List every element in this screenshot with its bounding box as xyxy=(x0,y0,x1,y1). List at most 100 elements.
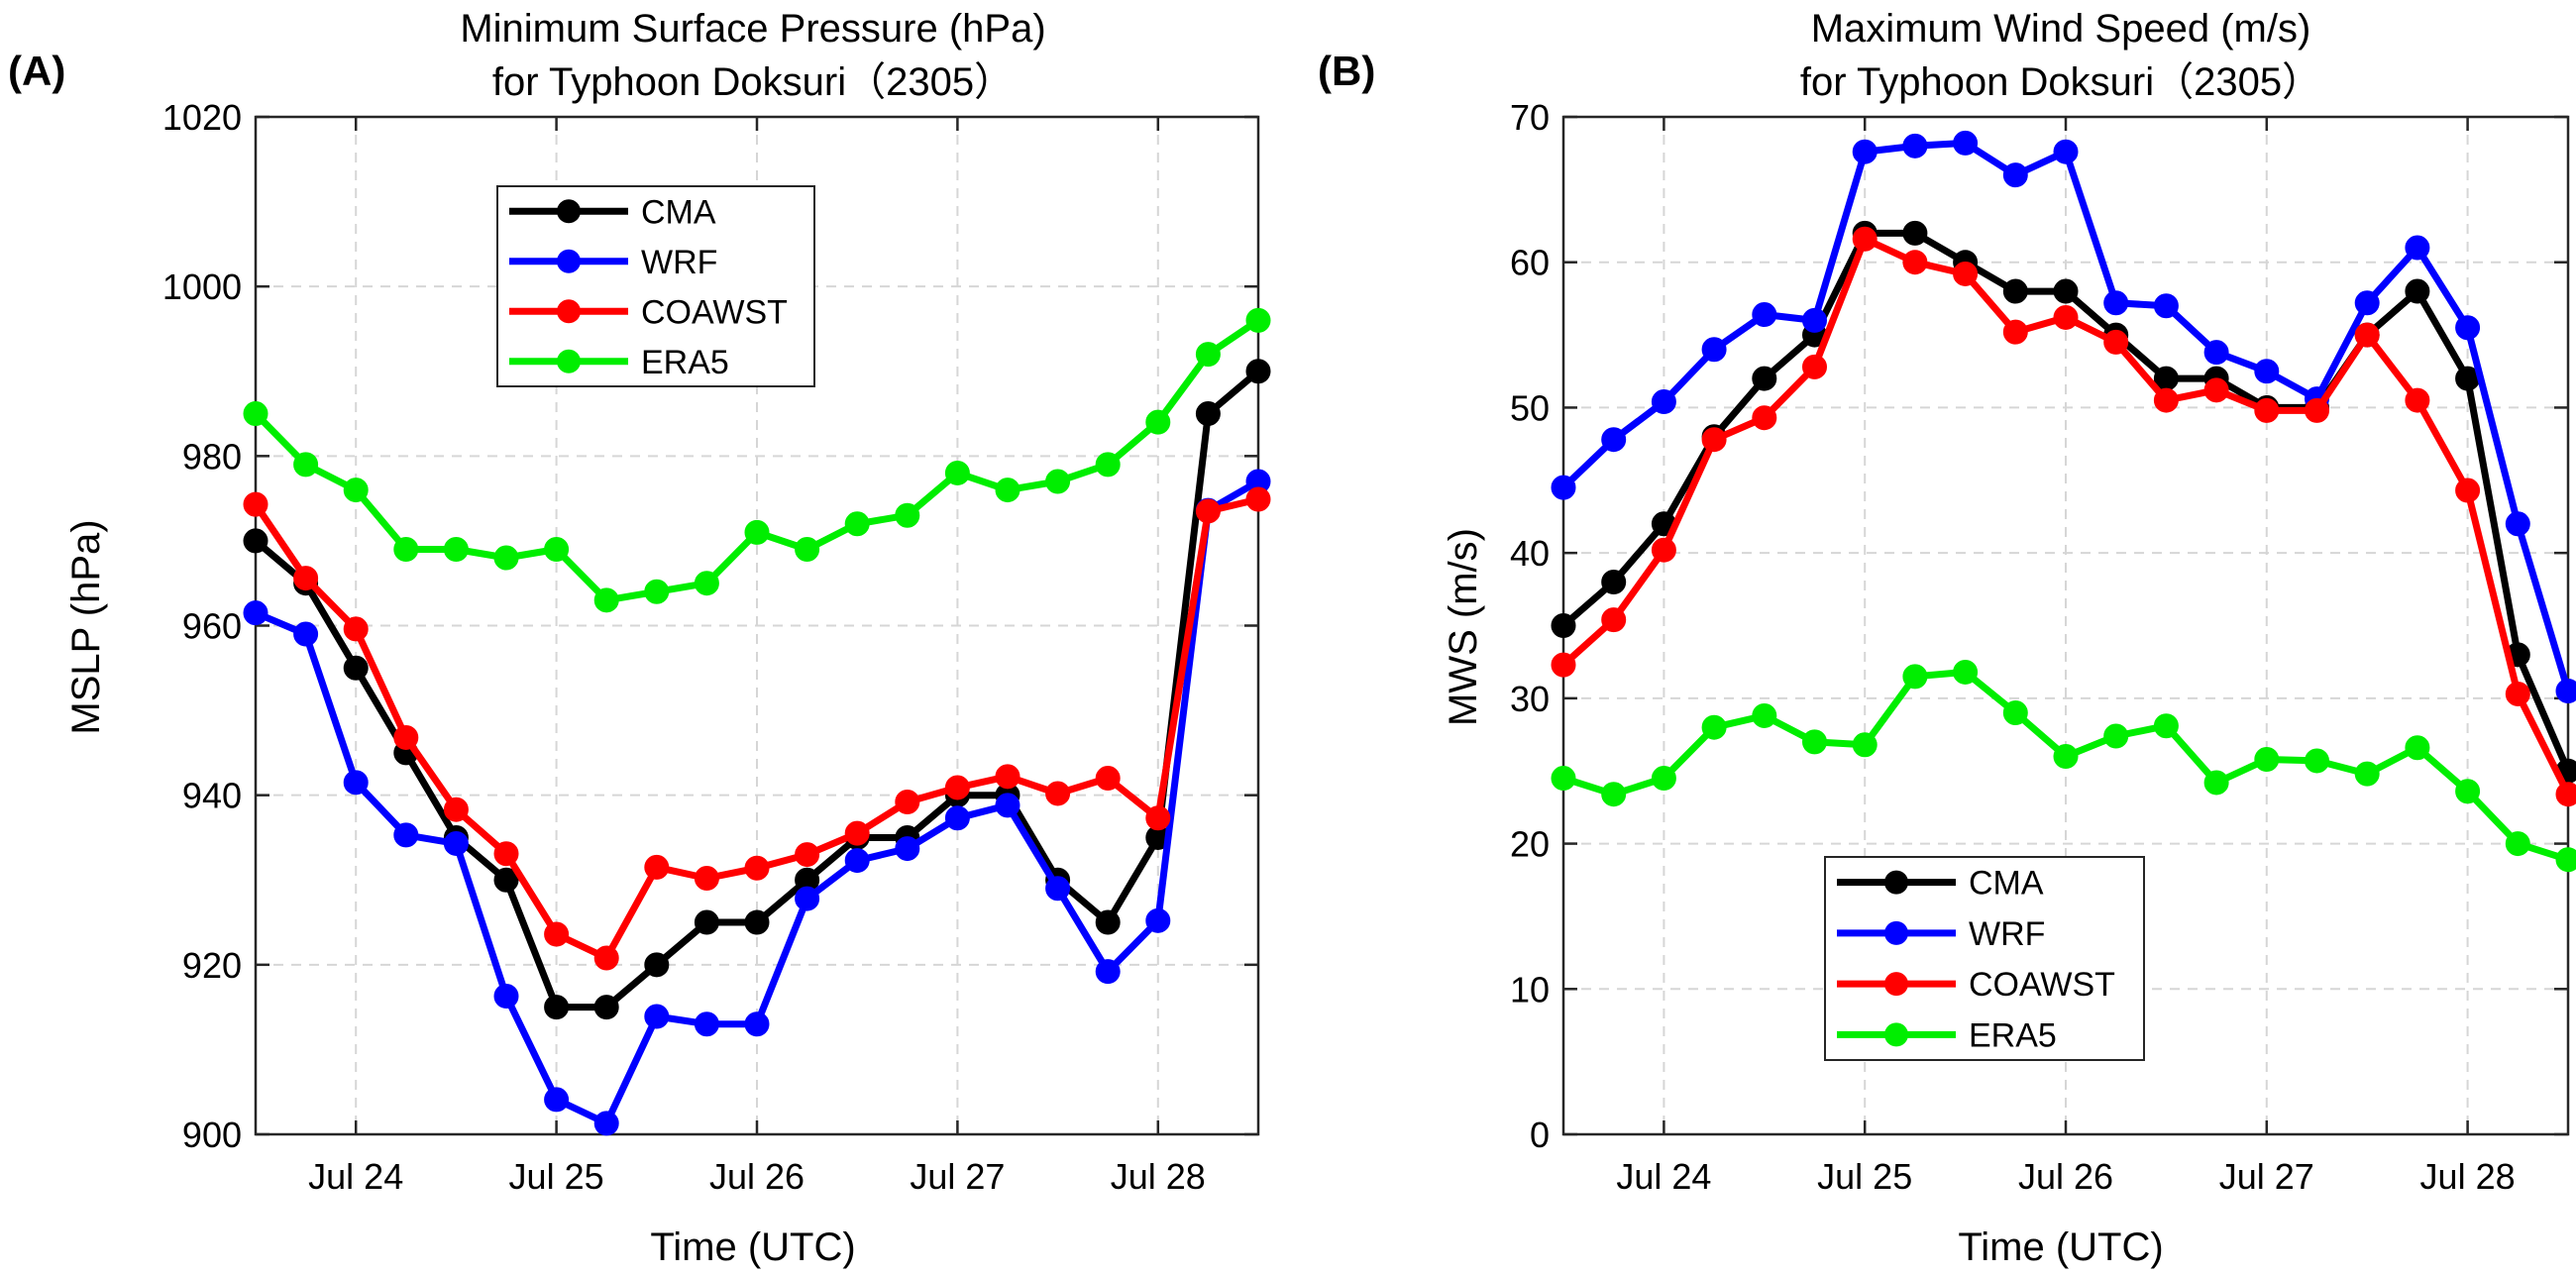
data-point xyxy=(293,621,319,647)
data-point xyxy=(694,909,719,935)
data-point xyxy=(895,836,920,862)
legend-entry-era5: ERA5 xyxy=(1837,1016,2057,1054)
series-wrf xyxy=(243,469,1271,1136)
y-tick-label: 1000 xyxy=(162,266,242,307)
y-tick-label: 980 xyxy=(182,436,242,477)
series-layer-b xyxy=(1551,130,2576,873)
data-point xyxy=(443,797,469,822)
data-point xyxy=(1953,261,1979,286)
data-point xyxy=(2505,681,2530,706)
data-point xyxy=(995,764,1020,790)
legend-marker xyxy=(557,249,581,273)
data-point xyxy=(1752,702,1777,728)
data-point xyxy=(443,830,469,856)
y-tick-label: 20 xyxy=(1510,824,1550,865)
data-point xyxy=(343,616,369,642)
data-point xyxy=(2103,290,2129,316)
data-point xyxy=(1601,427,1627,453)
legend-label: CMA xyxy=(1969,865,2044,903)
data-point xyxy=(644,952,670,978)
legend-entry-wrf: WRF xyxy=(1837,915,2045,953)
legend-label: WRF xyxy=(641,244,717,281)
series-coawst xyxy=(243,486,1271,971)
data-point xyxy=(2354,322,2380,348)
data-point xyxy=(2103,329,2129,355)
data-point xyxy=(343,770,369,796)
data-point xyxy=(593,587,619,613)
y-tick-label: 940 xyxy=(182,776,242,816)
data-point xyxy=(1752,366,1777,391)
data-point xyxy=(2203,770,2229,796)
data-point xyxy=(1095,452,1121,478)
data-point xyxy=(493,867,519,893)
data-point xyxy=(293,566,319,591)
data-point xyxy=(2254,397,2280,423)
data-point xyxy=(1551,613,1576,638)
x-axis-label-a: Time (UTC) xyxy=(650,1225,855,1269)
chart-subtitle-b: for Typhoon Doksuri（2305） xyxy=(1800,60,2321,104)
data-point xyxy=(1195,498,1221,524)
legend-label: ERA5 xyxy=(1969,1016,2057,1054)
data-point xyxy=(493,983,519,1009)
data-point xyxy=(544,1087,570,1113)
legend-a: CMA WRF COAWST ERA5 xyxy=(496,185,815,387)
x-tick-label: Jul 25 xyxy=(509,1156,604,1197)
legend-entry-cma: CMA xyxy=(1837,865,2044,903)
panel-label-b: (B) xyxy=(1318,48,1375,94)
data-point xyxy=(2505,831,2530,857)
data-point xyxy=(393,724,419,750)
data-point xyxy=(243,528,268,554)
data-point xyxy=(944,460,970,485)
legend-marker xyxy=(1884,870,1908,895)
x-tick-label: Jul 27 xyxy=(2219,1156,2314,1197)
data-point xyxy=(2053,744,2079,770)
legend-box xyxy=(496,185,815,387)
series-coawst xyxy=(1551,226,2576,807)
data-point xyxy=(2405,735,2430,761)
x-tick-label: Jul 27 xyxy=(910,1156,1005,1197)
data-point xyxy=(2305,748,2329,774)
data-point xyxy=(2254,746,2280,772)
data-point xyxy=(1902,250,1928,275)
data-point xyxy=(795,536,820,562)
data-point xyxy=(493,841,519,867)
data-point xyxy=(694,1011,719,1037)
data-point xyxy=(2405,278,2430,304)
legend-label: CMA xyxy=(641,193,716,231)
y-tick-label: 50 xyxy=(1510,387,1550,428)
data-point xyxy=(895,502,920,528)
panel-label-a: (A) xyxy=(8,48,65,94)
data-point xyxy=(2053,304,2079,330)
data-point xyxy=(1601,782,1627,807)
data-point xyxy=(744,855,770,881)
data-point xyxy=(1045,781,1071,806)
data-point xyxy=(2405,235,2430,261)
data-point xyxy=(1902,133,1928,159)
data-point xyxy=(393,822,419,848)
data-point xyxy=(2555,847,2576,873)
data-point xyxy=(1802,354,1827,379)
data-point xyxy=(544,921,570,947)
y-tick-label: 1020 xyxy=(162,97,242,138)
data-point xyxy=(1752,405,1777,431)
data-point xyxy=(1651,389,1676,415)
series-era5 xyxy=(243,307,1271,613)
data-point xyxy=(243,600,268,626)
data-point xyxy=(1245,359,1271,384)
data-point xyxy=(1601,569,1627,594)
data-point xyxy=(694,866,719,892)
data-point xyxy=(243,491,268,517)
legend-marker xyxy=(1884,1022,1908,1047)
chart-title-a: Minimum Surface Pressure (hPa) xyxy=(460,7,1045,51)
data-point xyxy=(1852,226,1878,252)
series-era5 xyxy=(1551,659,2576,873)
legend-label: WRF xyxy=(1969,915,2045,953)
y-tick-label: 60 xyxy=(1510,243,1550,283)
data-point xyxy=(2103,723,2129,749)
data-point xyxy=(1802,307,1827,333)
data-point xyxy=(995,478,1020,503)
data-point xyxy=(2455,478,2481,503)
y-tick-label: 40 xyxy=(1510,533,1550,574)
x-tick-label: Jul 26 xyxy=(2018,1156,2113,1197)
